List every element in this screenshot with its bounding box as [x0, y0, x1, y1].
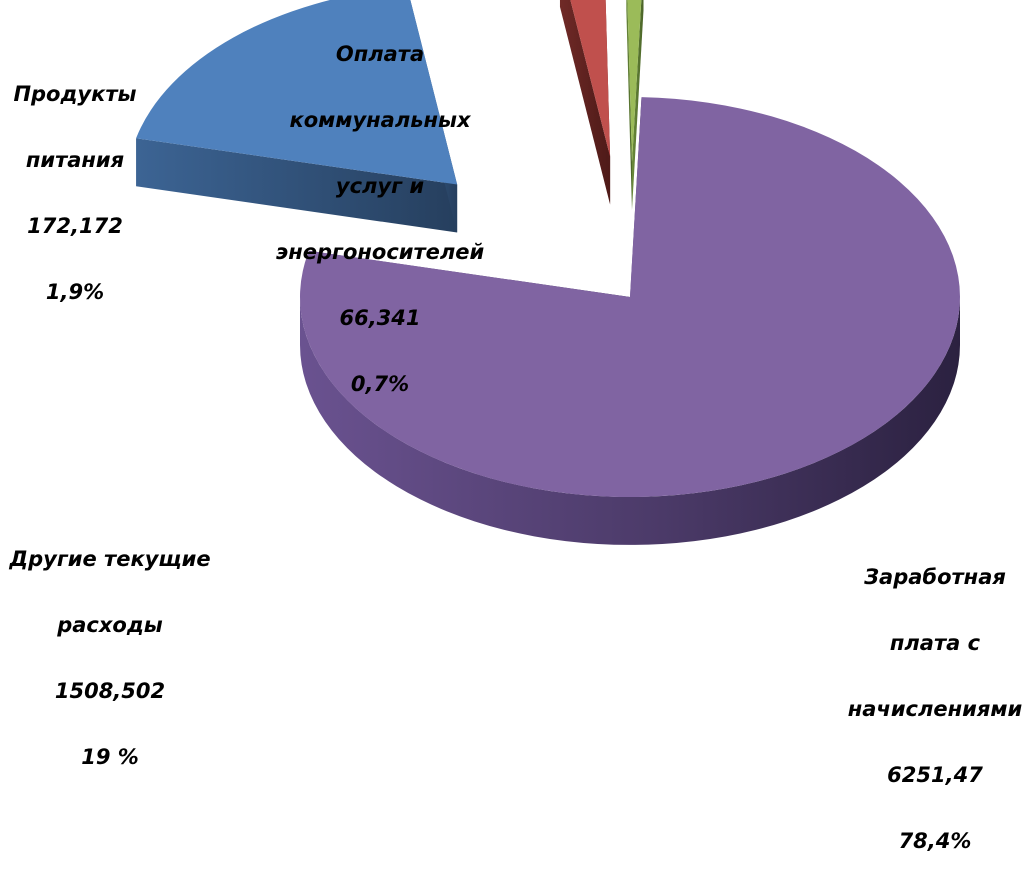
slice-other-expenses [136, 0, 458, 233]
slice-food [559, 0, 611, 205]
data-label-salary: Заработная плата с начислениями 6251,47 … [847, 565, 1023, 853]
slice-utilities [626, 0, 644, 211]
data-label-food: Продукты питания 172,172 1,9% [13, 82, 137, 304]
slice-salary [299, 97, 960, 545]
pie-chart: Заработная плата с начислениями 6251,47 … [9, 0, 1022, 853]
pie-chart-plot [136, 0, 960, 545]
data-label-other-expenses: Другие текущие расходы 1508,502 19 % [9, 547, 211, 769]
data-label-utilities: Оплата коммунальных услуг и энергоносите… [275, 42, 485, 396]
